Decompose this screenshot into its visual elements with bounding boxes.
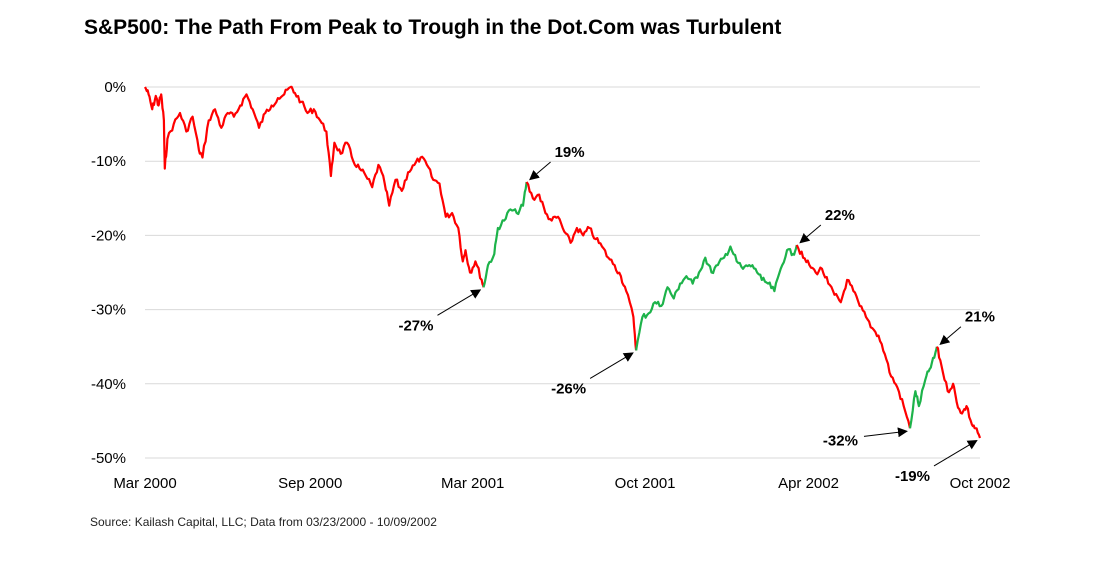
x-tick-label: Oct 2002 bbox=[950, 475, 1011, 492]
annotation-label: -26% bbox=[551, 380, 586, 397]
annotation-label: 19% bbox=[555, 144, 585, 161]
decline-segment-line bbox=[795, 244, 912, 429]
annotation-label: -27% bbox=[398, 317, 433, 334]
annotation-label: 21% bbox=[965, 309, 995, 326]
chart-title: S&P500: The Path From Peak to Trough in … bbox=[84, 16, 782, 39]
annotation-arrow bbox=[799, 224, 822, 244]
rally-segment-line bbox=[635, 244, 798, 351]
annotations: -27% 19% -26% 22% -32% 21% -19% bbox=[398, 144, 994, 485]
annotation-arrow bbox=[589, 352, 634, 379]
source-note: Source: Kailash Capital, LLC; Data from … bbox=[90, 515, 437, 529]
gridlines bbox=[145, 86, 980, 459]
y-tick-label: -30% bbox=[91, 302, 126, 319]
series-lines bbox=[144, 85, 982, 439]
y-tick-label: -40% bbox=[91, 376, 126, 393]
x-axis: Mar 2000 Sep 2000 Mar 2001 Oct 2001 Apr 2002… bbox=[113, 475, 1010, 492]
rally-segment-line bbox=[482, 181, 528, 288]
y-tick-label: 0% bbox=[104, 79, 126, 96]
y-axis: 0% -10% -20% -30% -40% -50% bbox=[91, 79, 126, 467]
annotation-label: 22% bbox=[825, 207, 855, 224]
decline-segment-line bbox=[525, 181, 638, 351]
annotation-arrow bbox=[437, 289, 482, 316]
annotation-arrow bbox=[863, 427, 908, 438]
x-tick-label: Mar 2001 bbox=[441, 475, 504, 492]
x-tick-label: Sep 2000 bbox=[278, 475, 342, 492]
annotation-label: -32% bbox=[823, 432, 858, 449]
decline-segment-line bbox=[144, 85, 485, 288]
y-tick-label: -10% bbox=[91, 153, 126, 170]
annotation-label: -19% bbox=[895, 468, 930, 485]
rally-segment-line bbox=[908, 346, 938, 429]
annotation-arrow bbox=[933, 439, 978, 467]
x-tick-label: Oct 2001 bbox=[615, 475, 676, 492]
y-tick-label: -50% bbox=[91, 450, 126, 467]
decline-segment-line bbox=[935, 346, 982, 439]
y-tick-label: -20% bbox=[91, 227, 126, 244]
annotation-arrow bbox=[939, 326, 962, 345]
annotation-arrow bbox=[529, 161, 551, 181]
x-tick-label: Mar 2000 bbox=[113, 475, 176, 492]
x-tick-label: Apr 2002 bbox=[778, 475, 839, 492]
